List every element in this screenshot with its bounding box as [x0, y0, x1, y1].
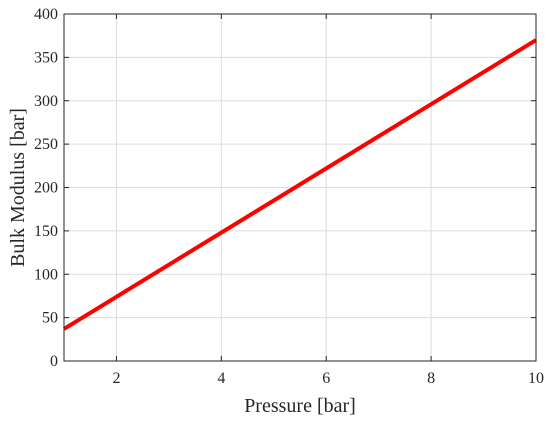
y-tick-label: 250: [34, 136, 58, 153]
y-tick-label: 100: [34, 266, 58, 283]
x-tick-label: 6: [322, 370, 330, 387]
x-axis-label: Pressure [bar]: [244, 395, 356, 417]
y-tick-label: 400: [34, 6, 58, 23]
ticks: [64, 13, 537, 362]
series-line: [62, 38, 538, 331]
series-layer: [62, 38, 538, 331]
y-tick-label: 200: [34, 180, 58, 197]
y-tick-label: 300: [34, 93, 58, 110]
y-axis-label: Bulk Modulus [bar]: [7, 108, 29, 267]
x-tick-label: 10: [528, 370, 544, 387]
x-tick-label: 4: [217, 370, 225, 387]
y-tick-label: 0: [50, 353, 58, 370]
y-tick-label: 50: [42, 310, 58, 327]
x-tick-label: 8: [427, 370, 435, 387]
y-tick-label: 150: [34, 223, 58, 240]
y-tick-label: 350: [34, 49, 58, 66]
grid: [64, 13, 537, 362]
x-tick-label: 2: [112, 370, 120, 387]
